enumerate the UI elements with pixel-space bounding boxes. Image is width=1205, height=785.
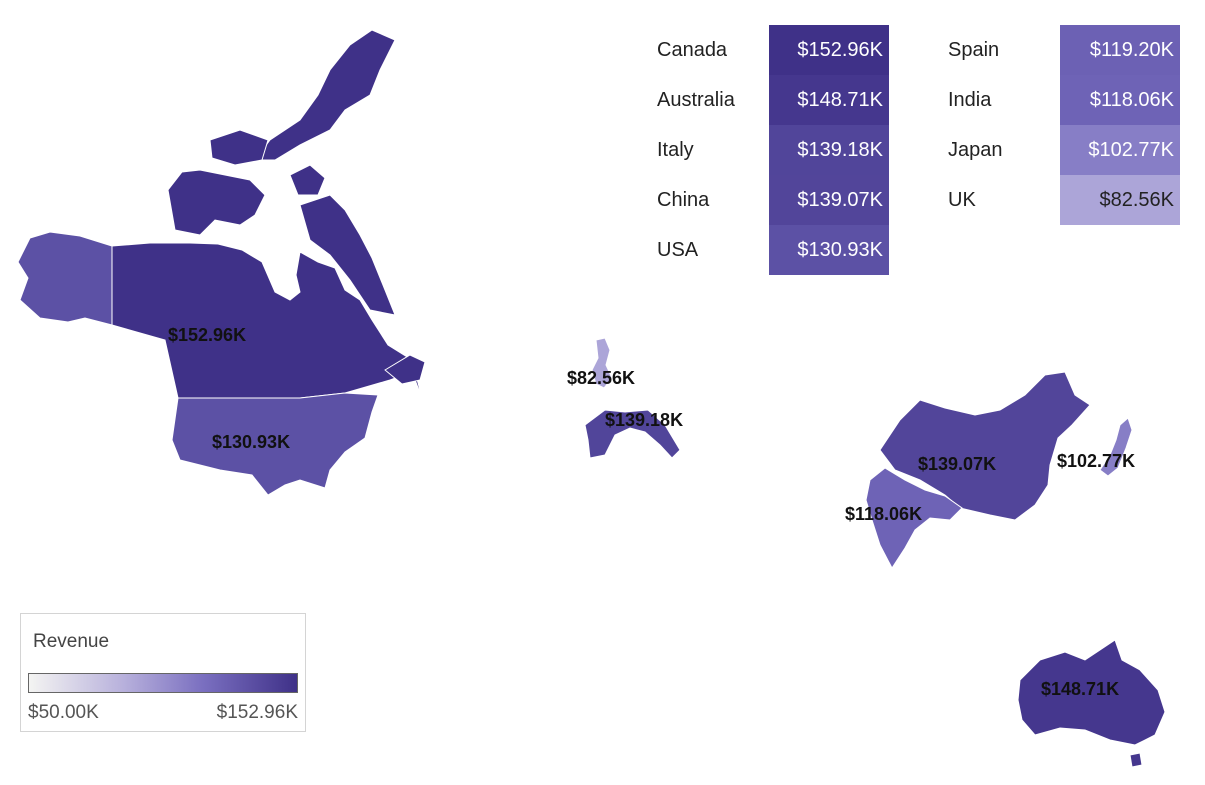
country-label: Canada xyxy=(657,39,728,61)
revenue-cell: $118.06K xyxy=(1060,75,1180,125)
region-japan[interactable] xyxy=(1099,417,1133,477)
map-label-japan: $102.77K xyxy=(1057,451,1135,471)
country-label: Spain xyxy=(948,39,1000,61)
country-label: Japan xyxy=(948,139,1003,161)
table-row[interactable]: Spain $119.20K xyxy=(0,25,1205,75)
region-australia[interactable] xyxy=(1017,639,1166,768)
country-label: UK xyxy=(948,189,976,211)
region-canada[interactable] xyxy=(111,29,426,399)
legend-title: Revenue xyxy=(33,631,110,652)
table-row[interactable]: Italy $139.18K xyxy=(0,125,900,175)
map-label-usa: $130.93K xyxy=(212,432,290,452)
table-row[interactable]: China $139.07K xyxy=(0,175,900,225)
revenue-table-left: Canada $152.96K Australia $148.71K Italy… xyxy=(0,25,900,275)
color-legend: Revenue $50.00K $152.96K xyxy=(20,613,306,732)
table-row[interactable]: Australia $148.71K xyxy=(0,75,900,125)
legend-max-label: $152.96K xyxy=(216,702,298,723)
legend-min-label: $50.00K xyxy=(28,702,99,723)
map-label-china: $139.07K xyxy=(918,454,996,474)
revenue-cell: $102.77K xyxy=(1060,125,1180,175)
map-label-australia: $148.71K xyxy=(1041,679,1119,699)
revenue-cell: $119.20K xyxy=(1060,25,1180,75)
country-label: Italy xyxy=(657,139,694,161)
country-label: USA xyxy=(657,239,699,261)
table-row[interactable]: India $118.06K xyxy=(0,75,1205,125)
region-india[interactable] xyxy=(865,467,963,569)
revenue-cell: $139.07K xyxy=(769,175,889,225)
revenue-cell: $82.56K xyxy=(1060,175,1180,225)
country-label: India xyxy=(948,89,992,111)
table-row[interactable]: Japan $102.77K xyxy=(0,125,1205,175)
table-row[interactable]: USA $130.93K xyxy=(0,225,900,275)
table-row[interactable]: Canada $152.96K xyxy=(0,25,900,75)
revenue-cell: $148.71K xyxy=(769,75,889,125)
map-label-india: $118.06K xyxy=(845,504,922,524)
region-italy[interactable] xyxy=(584,409,681,459)
map-label-italy: $139.18K xyxy=(605,410,683,430)
map-label-canada: $152.96K xyxy=(168,325,246,345)
country-label: Australia xyxy=(657,89,735,111)
legend-gradient-bar xyxy=(28,673,298,693)
map-label-uk: $82.56K xyxy=(567,368,635,388)
revenue-table-right: Spain $119.20K India $118.06K Japan $102… xyxy=(0,25,1205,225)
revenue-cell: $130.93K xyxy=(769,225,889,275)
country-label: China xyxy=(657,189,710,211)
region-uk[interactable] xyxy=(591,337,613,389)
revenue-cell: $139.18K xyxy=(769,125,889,175)
region-usa[interactable] xyxy=(17,231,379,496)
table-row[interactable]: UK $82.56K xyxy=(0,175,1205,225)
revenue-cell: $152.96K xyxy=(769,25,889,75)
